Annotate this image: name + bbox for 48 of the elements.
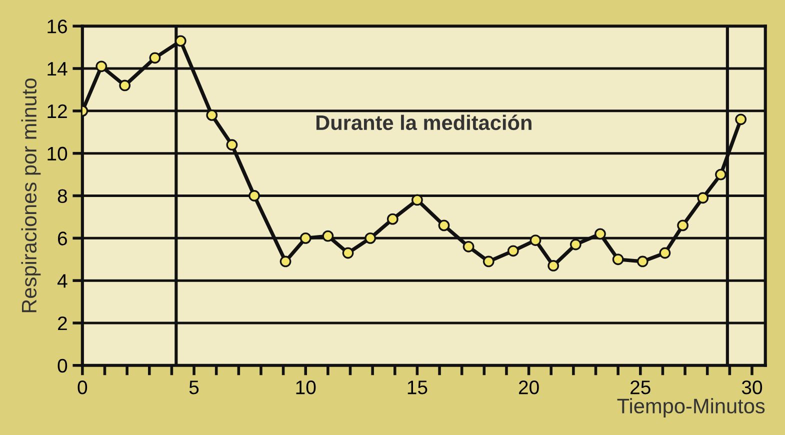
point bbox=[300, 232, 312, 244]
y-tick-label: 0 bbox=[58, 358, 68, 373]
y-tick-label: 14 bbox=[48, 62, 68, 76]
point bbox=[96, 60, 108, 72]
y-axis-title: Respiraciones por minuto bbox=[21, 78, 41, 312]
y-tick-label: 16 bbox=[48, 20, 67, 34]
point bbox=[735, 114, 747, 126]
point bbox=[462, 240, 474, 252]
point bbox=[636, 256, 648, 268]
point bbox=[342, 247, 354, 259]
y-tick-label: 2 bbox=[58, 316, 67, 330]
point bbox=[612, 254, 624, 266]
x-tick-label: 30 bbox=[742, 380, 762, 394]
point bbox=[226, 139, 238, 151]
point bbox=[280, 256, 292, 268]
y-tick-label: 8 bbox=[58, 189, 67, 203]
point bbox=[594, 228, 606, 240]
point bbox=[697, 192, 709, 204]
x-tick-label: 0 bbox=[78, 380, 88, 394]
point bbox=[206, 109, 218, 121]
point bbox=[570, 238, 582, 250]
x-axis-title: Tiempo-Minutos bbox=[617, 398, 765, 418]
y-tick-label: 6 bbox=[58, 232, 67, 246]
point bbox=[677, 220, 688, 232]
point bbox=[248, 190, 260, 202]
y-tick-label: 10 bbox=[48, 146, 68, 161]
point bbox=[364, 232, 376, 244]
point bbox=[715, 168, 726, 180]
point bbox=[548, 260, 560, 272]
point bbox=[507, 245, 519, 257]
point bbox=[438, 220, 450, 232]
point bbox=[119, 80, 131, 92]
annotation: Durante la meditación bbox=[316, 114, 532, 130]
y-tick-label: 12 bbox=[48, 104, 67, 118]
point bbox=[149, 52, 161, 64]
point bbox=[412, 194, 423, 206]
y-tick-label: 4 bbox=[57, 274, 68, 288]
point bbox=[482, 256, 494, 268]
x-tick-label: 20 bbox=[518, 380, 539, 394]
x-tick-label: 25 bbox=[630, 380, 650, 394]
x-tick-label: 10 bbox=[296, 380, 316, 394]
x-tick-label: 5 bbox=[189, 380, 199, 394]
point bbox=[322, 230, 334, 242]
point bbox=[386, 213, 398, 225]
point bbox=[530, 234, 542, 246]
point bbox=[659, 247, 671, 259]
point bbox=[174, 35, 186, 47]
x-tick-label: 15 bbox=[408, 380, 428, 394]
